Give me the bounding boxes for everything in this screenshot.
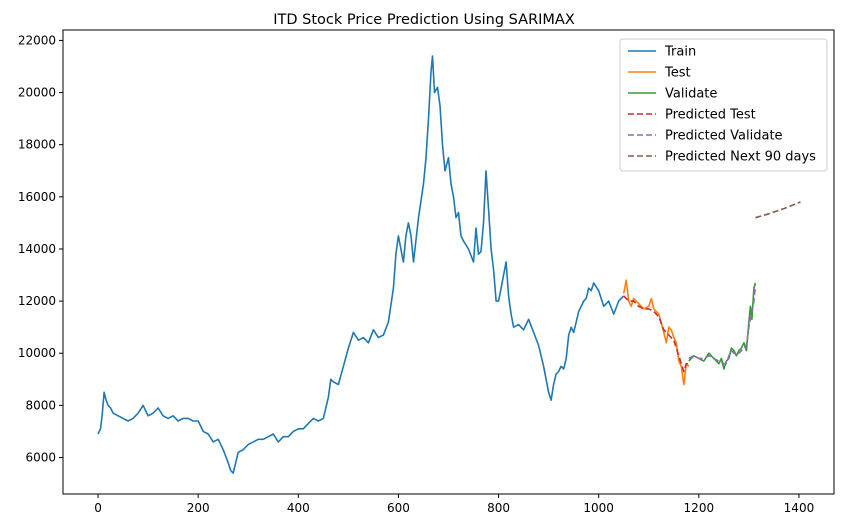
x-tick-label: 600	[387, 501, 410, 515]
legend-entry-3: Predicted Test	[665, 108, 756, 123]
y-tick-label: 22000	[18, 33, 56, 47]
series-line-3	[623, 295, 689, 373]
x-tick-label: 200	[187, 501, 210, 515]
x-axis: 0 200 400 600 800 1000 1200 1400	[94, 494, 814, 515]
legend-entry-5: Predicted Next 90 days	[665, 150, 816, 165]
chart-title: ITD Stock Price Prediction Using SARIMAX	[273, 12, 575, 28]
series-layer	[97, 55, 801, 474]
y-tick-label: 16000	[18, 190, 56, 204]
plot-frame	[62, 29, 835, 495]
y-axis: 6000 8000 10000 12000 14000 16000 18000 20000 22…	[18, 33, 63, 465]
y-tick-label: 6000	[25, 451, 56, 465]
legend-entry-4: Predicted Validate	[665, 129, 783, 144]
y-tick-label: 20000	[18, 86, 56, 100]
legend-entry-1: Test	[664, 66, 691, 81]
x-tick-label: 1400	[784, 501, 815, 515]
y-tick-label: 8000	[25, 398, 56, 412]
x-tick-label: 800	[487, 501, 510, 515]
legend-box	[619, 38, 828, 172]
y-tick-label: 12000	[18, 294, 56, 308]
x-tick-label: 0	[94, 501, 102, 515]
x-tick-label: 1200	[684, 501, 715, 515]
y-tick-label: 10000	[18, 346, 56, 360]
series-line-4	[688, 285, 757, 365]
y-tick-label: 14000	[18, 242, 56, 256]
x-tick-label: 1000	[583, 501, 614, 515]
series-line-5	[755, 201, 801, 219]
legend-entry-0: Train	[664, 45, 696, 60]
legend: Train Test Validate Predicted Test Predicted…	[619, 38, 828, 172]
x-tick-label: 400	[287, 501, 310, 515]
y-tick-label: 18000	[18, 138, 56, 152]
series-line-0	[97, 55, 625, 474]
legend-entry-2: Validate	[665, 87, 717, 102]
